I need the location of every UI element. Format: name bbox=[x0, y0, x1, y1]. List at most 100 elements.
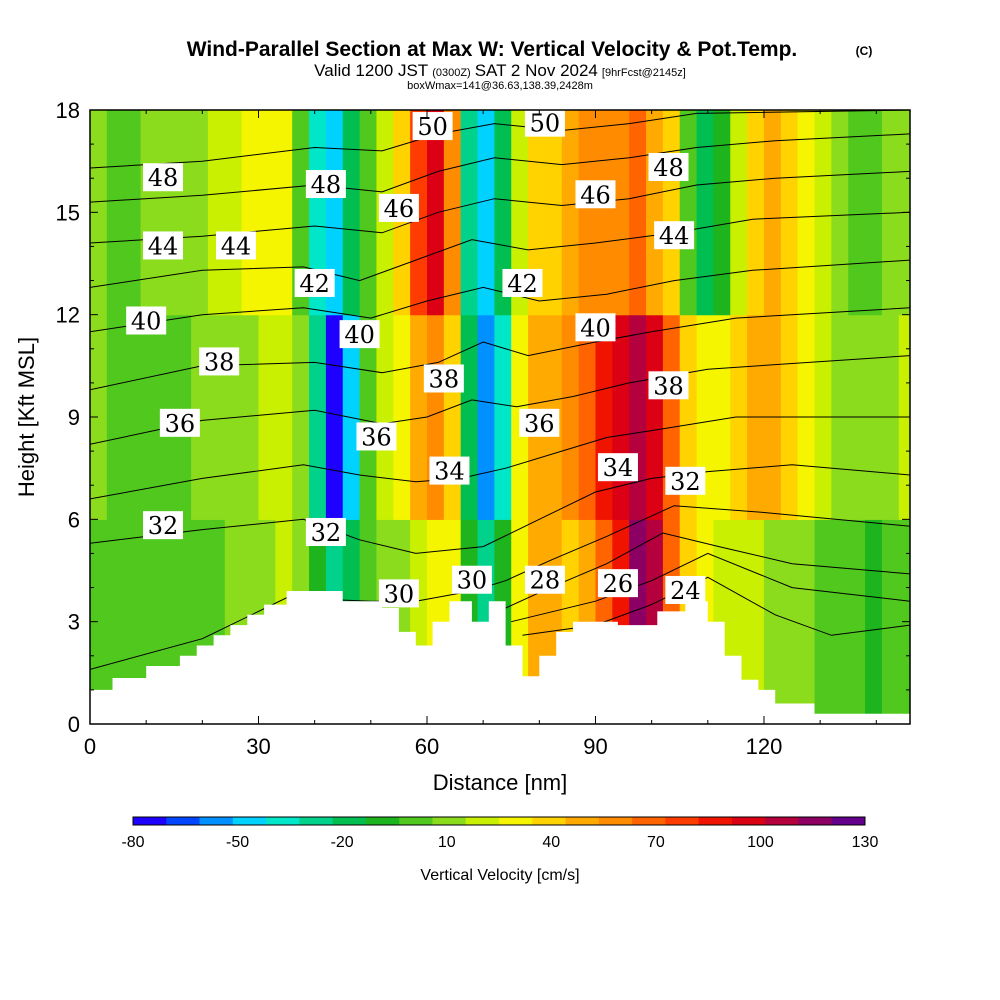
velocity-cell bbox=[763, 519, 782, 724]
valid-date: SAT 2 Nov 2024 bbox=[475, 61, 598, 80]
colorbar-swatch bbox=[731, 817, 766, 825]
velocity-cell bbox=[780, 519, 799, 724]
velocity-cell bbox=[309, 110, 327, 316]
velocity-cell bbox=[814, 519, 832, 724]
contour-label: 50 bbox=[524, 108, 565, 138]
svg-text:30: 30 bbox=[384, 580, 415, 608]
velocity-cell bbox=[275, 110, 293, 316]
velocity-cell bbox=[426, 110, 445, 316]
velocity-cell bbox=[123, 417, 142, 724]
velocity-cell bbox=[174, 110, 192, 316]
svg-text:42: 42 bbox=[299, 270, 330, 298]
svg-text:36: 36 bbox=[361, 423, 392, 451]
svg-text:34: 34 bbox=[434, 458, 465, 486]
svg-text:24: 24 bbox=[670, 577, 701, 605]
velocity-cell bbox=[275, 314, 293, 520]
svg-text:50: 50 bbox=[417, 113, 448, 141]
velocity-cell bbox=[881, 110, 900, 316]
contour-label: 40 bbox=[126, 306, 167, 335]
contour-label: 44 bbox=[216, 231, 257, 260]
theta-contour-38 bbox=[90, 307, 910, 391]
velocity-cell bbox=[325, 110, 344, 316]
colorbar-title: Vertical Velocity [cm/s] bbox=[420, 867, 579, 884]
velocity-cell bbox=[258, 314, 276, 520]
colorbar-swatch bbox=[565, 817, 600, 825]
theta-contour-48 bbox=[90, 110, 910, 169]
svg-text:50: 50 bbox=[530, 110, 561, 138]
contour-label: 32 bbox=[305, 517, 346, 547]
velocity-cell bbox=[241, 314, 260, 520]
y-axis-title: Height [Kft MSL] bbox=[14, 337, 39, 497]
velocity-cell bbox=[443, 110, 462, 316]
velocity-cell bbox=[713, 314, 731, 520]
colorbar-swatch bbox=[499, 817, 533, 825]
contour-label: 50 bbox=[412, 112, 453, 141]
svg-text:38: 38 bbox=[653, 372, 684, 400]
colorbar-swatch bbox=[632, 817, 666, 825]
velocity-cell bbox=[831, 519, 849, 724]
velocity-cell bbox=[881, 519, 900, 724]
velocity-cell bbox=[207, 314, 226, 520]
contour-label: 34 bbox=[429, 456, 470, 486]
velocity-cell bbox=[561, 314, 580, 520]
velocity-cell bbox=[410, 314, 428, 520]
velocity-cell bbox=[123, 110, 142, 418]
svg-text:38: 38 bbox=[204, 348, 235, 376]
svg-text:46: 46 bbox=[384, 195, 415, 223]
x-tick-label: 30 bbox=[246, 734, 270, 759]
velocity-cell bbox=[443, 314, 462, 520]
contour-label: 46 bbox=[378, 193, 419, 223]
velocity-cell bbox=[713, 110, 731, 316]
colorbar-tick-label: -50 bbox=[226, 834, 249, 851]
velocity-cell bbox=[595, 314, 613, 520]
velocity-cell bbox=[646, 314, 664, 520]
velocity-cell bbox=[376, 314, 394, 520]
contour-label: 40 bbox=[339, 320, 380, 349]
svg-text:32: 32 bbox=[311, 519, 342, 547]
contour-label: 48 bbox=[305, 170, 346, 199]
colorbar-swatch bbox=[432, 817, 467, 825]
svg-text:34: 34 bbox=[603, 454, 634, 482]
velocity-cell bbox=[848, 519, 866, 724]
contour-label: 24 bbox=[665, 575, 706, 605]
velocity-cell bbox=[629, 314, 647, 520]
contour-label: 38 bbox=[423, 364, 464, 393]
svg-text:46: 46 bbox=[580, 181, 611, 209]
svg-text:32: 32 bbox=[670, 468, 701, 496]
colorbar-swatch bbox=[798, 817, 833, 825]
colorbar-swatch bbox=[831, 817, 866, 825]
y-tick-label: 18 bbox=[56, 98, 80, 123]
colorbar-swatch bbox=[199, 817, 234, 825]
velocity-cell bbox=[90, 519, 108, 724]
velocity-cell bbox=[426, 314, 445, 520]
velocity-cell bbox=[191, 110, 209, 316]
svg-text:40: 40 bbox=[580, 314, 611, 342]
contour-label: 42 bbox=[502, 268, 543, 298]
svg-text:32: 32 bbox=[148, 512, 179, 540]
velocity-cell bbox=[662, 110, 681, 316]
velocity-cell bbox=[578, 314, 597, 520]
velocity-cell bbox=[258, 110, 276, 316]
theta-contour-26 bbox=[511, 552, 910, 623]
x-axis-title: Distance [nm] bbox=[433, 770, 568, 795]
velocity-cell bbox=[730, 110, 748, 316]
velocity-cell bbox=[612, 110, 630, 316]
contour-label: 48 bbox=[648, 152, 689, 182]
contour-label: 48 bbox=[143, 163, 184, 192]
svg-text:48: 48 bbox=[653, 154, 684, 182]
svg-text:44: 44 bbox=[221, 232, 252, 260]
contour-label: 26 bbox=[597, 569, 638, 598]
svg-text:48: 48 bbox=[311, 171, 342, 199]
x-tick-label: 0 bbox=[84, 734, 96, 759]
svg-text:44: 44 bbox=[148, 232, 179, 260]
velocity-cell bbox=[157, 110, 175, 316]
colorbar-tick-label: 40 bbox=[542, 834, 560, 851]
y-tick-label: 12 bbox=[56, 303, 80, 328]
colorbar-tick-label: 130 bbox=[852, 834, 879, 851]
forecast-info: [9hrFcst@2145z] bbox=[602, 67, 686, 79]
velocity-cell bbox=[578, 110, 597, 316]
contour-label: 44 bbox=[143, 231, 184, 260]
colorbar-swatch bbox=[765, 817, 799, 825]
velocity-cell bbox=[224, 110, 243, 316]
velocity-cell bbox=[544, 110, 563, 316]
